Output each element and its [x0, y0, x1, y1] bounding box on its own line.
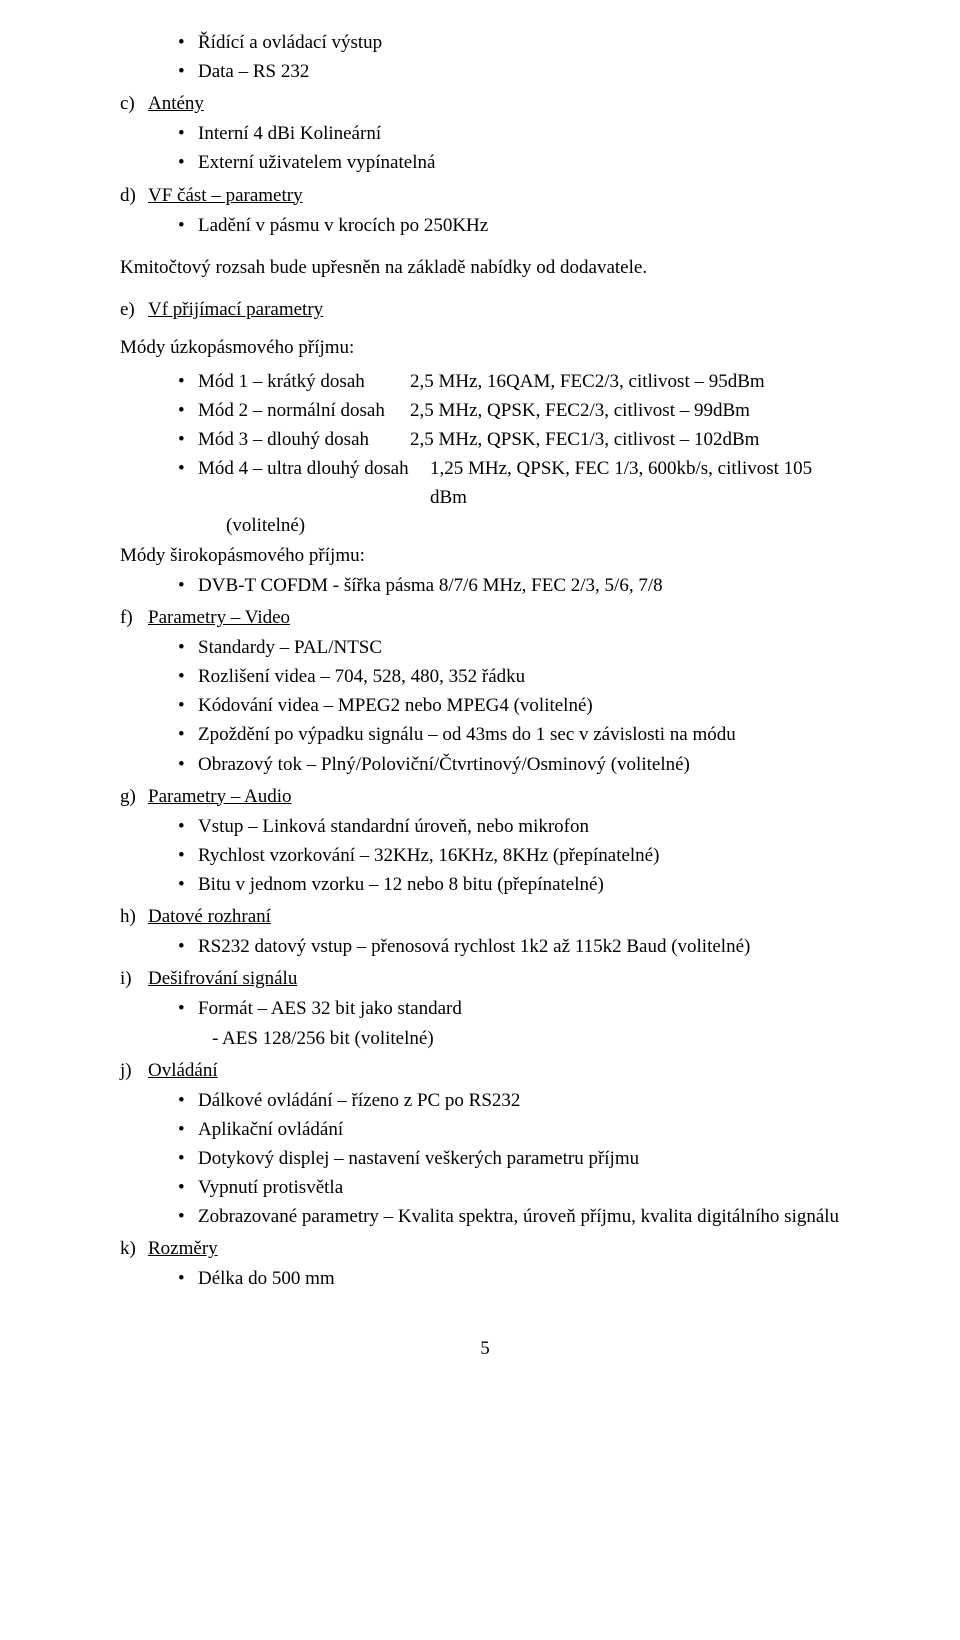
list-item: DVB-T COFDM - šířka pásma 8/7/6 MHz, FEC… — [178, 572, 850, 600]
mode-row: Mód 2 – normální dosah 2,5 MHz, QPSK, FE… — [178, 397, 850, 425]
section-letter: c) — [120, 90, 148, 118]
list-item: Rychlost vzorkování – 32KHz, 16KHz, 8KHz… — [178, 842, 850, 870]
section-letter: h) — [120, 903, 148, 931]
section-d-heading: d)VF část – parametry — [120, 182, 850, 210]
section-title: Ovládání — [148, 1060, 218, 1081]
section-j-heading: j)Ovládání — [120, 1057, 850, 1085]
section-c-heading: c)Antény — [120, 90, 850, 118]
section-title: Dešifrování signálu — [148, 968, 297, 989]
list-item: Standardy – PAL/NTSC — [178, 634, 850, 662]
list-item: Kódování videa – MPEG2 nebo MPEG4 (volit… — [178, 692, 850, 720]
list-item: Aplikační ovládání — [178, 1116, 850, 1144]
section-title: Parametry – Video — [148, 607, 290, 628]
mode-label: Mód 3 – dlouhý dosah — [198, 426, 410, 454]
mode-value: 2,5 MHz, 16QAM, FEC2/3, citlivost – 95dB… — [410, 368, 850, 396]
section-f-heading: f)Parametry – Video — [120, 604, 850, 632]
mode-label: Mód 1 – krátký dosah — [198, 368, 410, 396]
section-d-list: Ladění v pásmu v krocích po 250KHz — [150, 212, 850, 240]
list-item: Dálkové ovládání – řízeno z PC po RS232 — [178, 1087, 850, 1115]
section-g-list: Vstup – Linková standardní úroveň, nebo … — [150, 813, 850, 899]
list-item: Externí uživatelem vypínatelná — [178, 149, 850, 177]
mode-value: 2,5 MHz, QPSK, FEC1/3, citlivost – 102dB… — [410, 426, 850, 454]
mode-value: 2,5 MHz, QPSK, FEC2/3, citlivost – 99dBm — [410, 397, 850, 425]
section-j-list: Dálkové ovládání – řízeno z PC po RS232 … — [150, 1087, 850, 1232]
section-g-heading: g)Parametry – Audio — [120, 783, 850, 811]
section-title: VF část – parametry — [148, 185, 303, 206]
list-item: Formát – AES 32 bit jako standard — [178, 995, 850, 1023]
list-item: Dotykový displej – nastavení veškerých p… — [178, 1145, 850, 1173]
section-letter: k) — [120, 1235, 148, 1263]
list-item: RS232 datový vstup – přenosová rychlost … — [178, 933, 850, 961]
section-f-list: Standardy – PAL/NTSC Rozlišení videa – 7… — [150, 634, 850, 779]
section-e-modes: Mód 1 – krátký dosah 2,5 MHz, 16QAM, FEC… — [150, 368, 850, 540]
list-item: Řídící a ovládací výstup — [178, 29, 850, 57]
list-item: Rozlišení videa – 704, 528, 480, 352 řád… — [178, 663, 850, 691]
section-letter: d) — [120, 182, 148, 210]
section-letter: i) — [120, 965, 148, 993]
mode-optional: (volitelné) — [198, 512, 850, 540]
paragraph: Kmitočtový rozsah bude upřesněn na zákla… — [120, 254, 850, 282]
section-title: Antény — [148, 93, 204, 114]
section-k-heading: k)Rozměry — [120, 1235, 850, 1263]
section-title: Rozměry — [148, 1238, 218, 1259]
section-e-list2: DVB-T COFDM - šířka pásma 8/7/6 MHz, FEC… — [150, 572, 850, 600]
section-letter: f) — [120, 604, 148, 632]
list-item: Vypnutí protisvětla — [178, 1174, 850, 1202]
section-i-list: Formát – AES 32 bit jako standard — [150, 995, 850, 1023]
mode-label: Mód 4 – ultra dlouhý dosah — [198, 455, 430, 511]
section-k-list: Délka do 500 mm — [150, 1265, 850, 1293]
section-e-subhead2: Módy širokopásmového příjmu: — [120, 542, 850, 570]
list-item: Vstup – Linková standardní úroveň, nebo … — [178, 813, 850, 841]
section-letter: e) — [120, 296, 148, 324]
list-item: Ladění v pásmu v krocích po 250KHz — [178, 212, 850, 240]
mode-row: Mód 3 – dlouhý dosah 2,5 MHz, QPSK, FEC1… — [178, 426, 850, 454]
list-item: Obrazový tok – Plný/Poloviční/Čtvrtinový… — [178, 751, 850, 779]
list-item: Zpoždění po výpadku signálu – od 43ms do… — [178, 721, 850, 749]
section-e-heading: e)Vf přijímací parametry — [120, 296, 850, 324]
section-title: Datové rozhraní — [148, 906, 271, 927]
section-title: Parametry – Audio — [148, 786, 292, 807]
list-item: Délka do 500 mm — [178, 1265, 850, 1293]
section-e-subhead: Módy úzkopásmového příjmu: — [120, 334, 850, 362]
page-number: 5 — [120, 1335, 850, 1363]
section-c-list: Interní 4 dBi Kolineární Externí uživate… — [150, 120, 850, 177]
mode-row: Mód 1 – krátký dosah 2,5 MHz, 16QAM, FEC… — [178, 368, 850, 396]
mode-label: Mód 2 – normální dosah — [198, 397, 410, 425]
top-bullet-list: Řídící a ovládací výstup Data – RS 232 — [150, 29, 850, 86]
section-i-heading: i)Dešifrování signálu — [120, 965, 850, 993]
mode-row: Mód 4 – ultra dlouhý dosah 1,25 MHz, QPS… — [178, 455, 850, 539]
section-h-heading: h)Datové rozhraní — [120, 903, 850, 931]
list-item: Data – RS 232 — [178, 58, 850, 86]
list-item: Zobrazované parametry – Kvalita spektra,… — [178, 1203, 850, 1231]
section-letter: j) — [120, 1057, 148, 1085]
section-letter: g) — [120, 783, 148, 811]
list-item: Bitu v jednom vzorku – 12 nebo 8 bitu (p… — [178, 871, 850, 899]
section-h-list: RS232 datový vstup – přenosová rychlost … — [150, 933, 850, 961]
list-item: Interní 4 dBi Kolineární — [178, 120, 850, 148]
section-title: Vf přijímací parametry — [148, 299, 323, 320]
mode-value: 1,25 MHz, QPSK, FEC 1/3, 600kb/s, citliv… — [430, 455, 850, 511]
dash-subitem: - AES 128/256 bit (volitelné) — [150, 1025, 850, 1053]
